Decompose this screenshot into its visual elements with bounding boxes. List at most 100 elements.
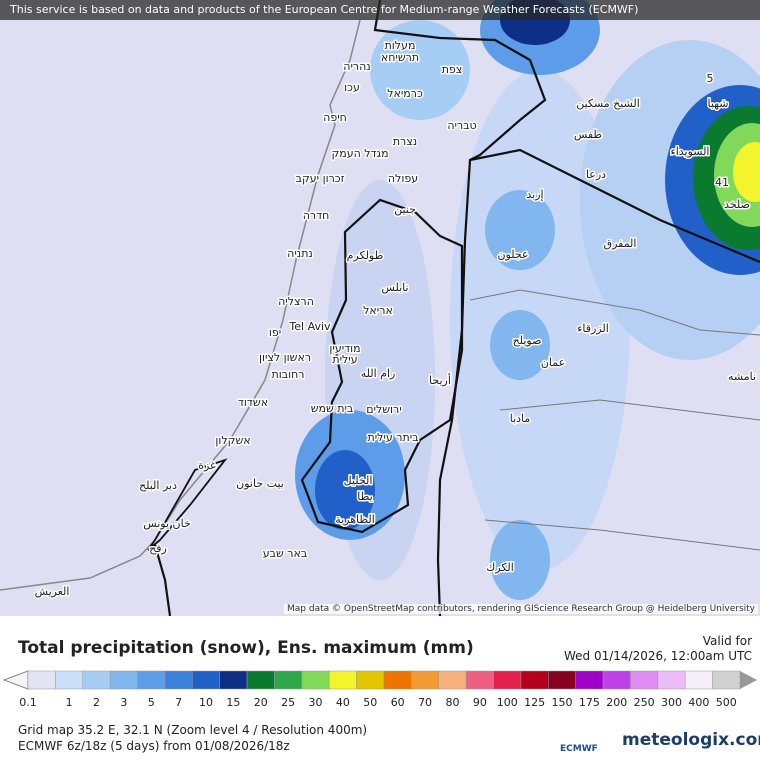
- scale-arrow: [740, 671, 757, 689]
- place-label: מעלות: [385, 39, 416, 52]
- legend-title: Total precipitation (snow), Ens. maximum…: [18, 638, 474, 658]
- scale-tick-label: 10: [199, 696, 213, 709]
- scale-swatch: [27, 670, 56, 690]
- attribution: Map data © OpenStreetMap contributors, r…: [284, 604, 758, 614]
- scale-tick-label: 25: [281, 696, 295, 709]
- scale-swatch: [684, 670, 713, 690]
- scale-swatch: [493, 670, 522, 690]
- scale-tick-label: 125: [524, 696, 545, 709]
- place-label: עפולה: [388, 172, 418, 185]
- place-label: 5: [707, 72, 714, 85]
- place-label: ירושלים: [366, 403, 401, 416]
- blob: [370, 20, 470, 120]
- place-label: عجلون: [497, 248, 528, 261]
- valid-time: Wed 01/14/2026, 12:00am UTC: [564, 649, 752, 663]
- place-label: נתניה: [287, 247, 313, 260]
- brand-logo: meteologix.com: [622, 730, 760, 750]
- scale-swatch: [548, 670, 576, 690]
- border: [153, 544, 172, 616]
- place-label: עילית: [332, 353, 357, 366]
- scale-tick-label: 2: [93, 696, 100, 709]
- place-label: نامشه: [728, 370, 756, 383]
- place-label: 41: [715, 176, 729, 189]
- coastline: [0, 19, 361, 591]
- scale-swatch: [137, 670, 166, 690]
- place-label: חדרה: [303, 209, 330, 222]
- border: [469, 148, 760, 264]
- scale-swatch: [602, 670, 631, 690]
- scale-tick-label: 1: [66, 696, 73, 709]
- scale-tick-label: 60: [391, 696, 405, 709]
- scale-swatch: [164, 670, 193, 690]
- scale-swatch: [630, 670, 659, 690]
- scale-swatch: [328, 670, 357, 690]
- place-label: جنين: [394, 203, 416, 216]
- place-label: طفس: [574, 128, 603, 141]
- scale-swatch: [356, 670, 385, 690]
- place-label: مادبا: [510, 412, 531, 425]
- scale-tick-label: 20: [254, 696, 268, 709]
- blob: [490, 310, 550, 380]
- ecmwf-logo: ECMWF: [560, 744, 598, 754]
- scale-swatch: [438, 670, 467, 690]
- blob: [315, 450, 375, 530]
- place-label: אשדוד: [238, 396, 268, 409]
- scale-swatch: [520, 670, 549, 690]
- blob: [490, 520, 550, 600]
- scale-tick-label: 500: [716, 696, 737, 709]
- grid-info: Grid map 35.2 E, 32.1 N (Zoom level 4 / …: [18, 723, 368, 737]
- place-label: Tel Aviv: [288, 320, 331, 333]
- place-label: درعا: [586, 168, 606, 181]
- scale-tick-label: 15: [226, 696, 240, 709]
- place-label: رام الله: [361, 367, 396, 380]
- place-label: دير البلح: [139, 479, 177, 492]
- scale-tick-label: 7: [175, 696, 182, 709]
- scale-tick-label: 5: [148, 696, 155, 709]
- place-label: السويداء: [671, 145, 710, 158]
- color-scale: 0.1 1 2 3 5 7 10 15 20 25 30 40 50 60 70 80 90 100 125 150 1…: [2, 670, 757, 709]
- scale-tick-label: 100: [497, 696, 518, 709]
- place-label: טבריה: [447, 119, 476, 132]
- place-label: الشيخ مسكين: [576, 97, 640, 110]
- scale-tick-label: 50: [363, 696, 377, 709]
- place-label: אריאל: [363, 304, 393, 317]
- place-label: זכרון יעקב: [296, 172, 345, 185]
- scale-swatch: [301, 670, 330, 690]
- scale-tick-label: 400: [688, 696, 709, 709]
- place-label: מגדל העמק: [331, 147, 388, 160]
- place-label: חיפה: [323, 111, 347, 124]
- scale-swatch: [383, 670, 412, 690]
- place-label: בית שמש: [311, 402, 354, 415]
- place-label: الكرك: [486, 561, 514, 574]
- scale-swatch: [109, 670, 138, 690]
- scale-swatch: [657, 670, 686, 690]
- scale-tick-label: 40: [336, 696, 350, 709]
- place-label: رفح: [149, 542, 167, 555]
- borders: [0, 0, 760, 616]
- place-label: الخليل: [344, 474, 373, 487]
- place-label: רחובות: [272, 368, 305, 381]
- scale-swatch: [82, 670, 111, 690]
- gaza: [147, 458, 228, 551]
- place-label: صلخد: [724, 198, 750, 211]
- place-label: يطا: [357, 490, 372, 503]
- scale-tick-label: 250: [634, 696, 655, 709]
- scale-tick-label: 90: [473, 696, 487, 709]
- scale-swatch: [465, 670, 494, 690]
- scale-tick-label: 200: [606, 696, 627, 709]
- place-label: נהריה: [343, 60, 370, 73]
- scale-tick-label: 300: [661, 696, 682, 709]
- scale-swatch: [192, 670, 220, 690]
- scale-tick-label: 175: [579, 696, 600, 709]
- place-label: خان يونس: [143, 517, 191, 530]
- scale-tick-label: 150: [552, 696, 573, 709]
- ecmwf-banner: This service is based on data and produc…: [0, 0, 760, 20]
- scale-tick-label: 30: [309, 696, 323, 709]
- place-label: صويلح: [513, 334, 542, 347]
- scale-tick-label: 70: [418, 696, 432, 709]
- place-label: ראשון לציון: [259, 351, 311, 364]
- place-label: شهبا: [708, 97, 729, 110]
